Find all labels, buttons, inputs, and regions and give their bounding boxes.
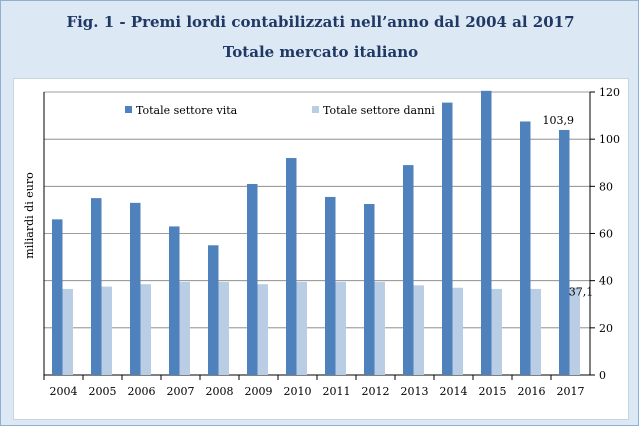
x-tick-label: 2013 bbox=[401, 385, 429, 398]
chart-title: Fig. 1 - Premi lordi contabilizzati nell… bbox=[66, 13, 575, 31]
x-tick-label: 2011 bbox=[323, 385, 351, 398]
legend-swatch bbox=[312, 106, 319, 113]
legend-label: Totale settore danni bbox=[323, 104, 435, 117]
bar-danni bbox=[374, 281, 385, 375]
y-tick-label: 0 bbox=[599, 369, 606, 382]
x-tick-label: 2006 bbox=[128, 385, 156, 398]
legend-label: Totale settore vita bbox=[136, 104, 238, 117]
x-tick-label: 2007 bbox=[167, 385, 195, 398]
x-tick-label: 2012 bbox=[362, 385, 390, 398]
x-tick-label: 2009 bbox=[245, 385, 273, 398]
bar-danni bbox=[452, 287, 463, 375]
bar-danni bbox=[62, 288, 73, 375]
bar-vita bbox=[286, 158, 297, 375]
bar-danni bbox=[218, 281, 229, 375]
x-tick-label: 2015 bbox=[479, 385, 507, 398]
bar-danni bbox=[257, 284, 268, 375]
bar-vita bbox=[247, 183, 258, 375]
bar-danni bbox=[296, 281, 307, 375]
bar-vita bbox=[91, 198, 102, 375]
chart-subtitle: Totale mercato italiano bbox=[222, 43, 419, 61]
bar-danni bbox=[491, 288, 502, 375]
bar-danni bbox=[413, 285, 424, 375]
y-tick-label: 60 bbox=[599, 228, 613, 241]
bar-vita bbox=[520, 121, 531, 376]
x-tick-label: 2010 bbox=[284, 385, 312, 398]
bar-danni bbox=[569, 287, 580, 375]
y-tick-label: 20 bbox=[599, 322, 613, 335]
x-tick-label: 2014 bbox=[440, 385, 468, 398]
bar-vita bbox=[169, 226, 180, 375]
x-tick-label: 2016 bbox=[518, 385, 546, 398]
bar-vita bbox=[442, 102, 453, 376]
legend-swatch bbox=[125, 106, 132, 113]
x-tick-label: 2008 bbox=[206, 385, 234, 398]
bar-vita bbox=[481, 90, 492, 375]
bar-danni bbox=[179, 281, 190, 375]
bar-danni bbox=[335, 281, 346, 375]
bar-danni bbox=[530, 288, 541, 375]
bar-vita bbox=[403, 165, 414, 375]
x-tick-label: 2017 bbox=[557, 385, 585, 398]
bar-vita bbox=[559, 129, 570, 375]
bar-danni bbox=[101, 286, 112, 375]
x-tick-label: 2005 bbox=[89, 385, 117, 398]
data-label: 37,1 bbox=[569, 286, 594, 299]
bar-vita bbox=[52, 219, 63, 375]
y-tick-label: 100 bbox=[599, 133, 620, 146]
bar-vita bbox=[208, 245, 219, 375]
y-axis-label: miliardi di euro bbox=[23, 172, 36, 259]
bar-vita bbox=[364, 204, 375, 375]
x-tick-label: 2004 bbox=[50, 385, 78, 398]
y-tick-label: 120 bbox=[599, 86, 620, 99]
y-tick-label: 80 bbox=[599, 180, 613, 193]
bar-danni bbox=[140, 284, 151, 375]
bar-vita bbox=[325, 196, 336, 375]
bar-vita bbox=[130, 202, 141, 375]
y-tick-label: 40 bbox=[599, 275, 613, 288]
data-label: 103,9 bbox=[543, 114, 575, 127]
